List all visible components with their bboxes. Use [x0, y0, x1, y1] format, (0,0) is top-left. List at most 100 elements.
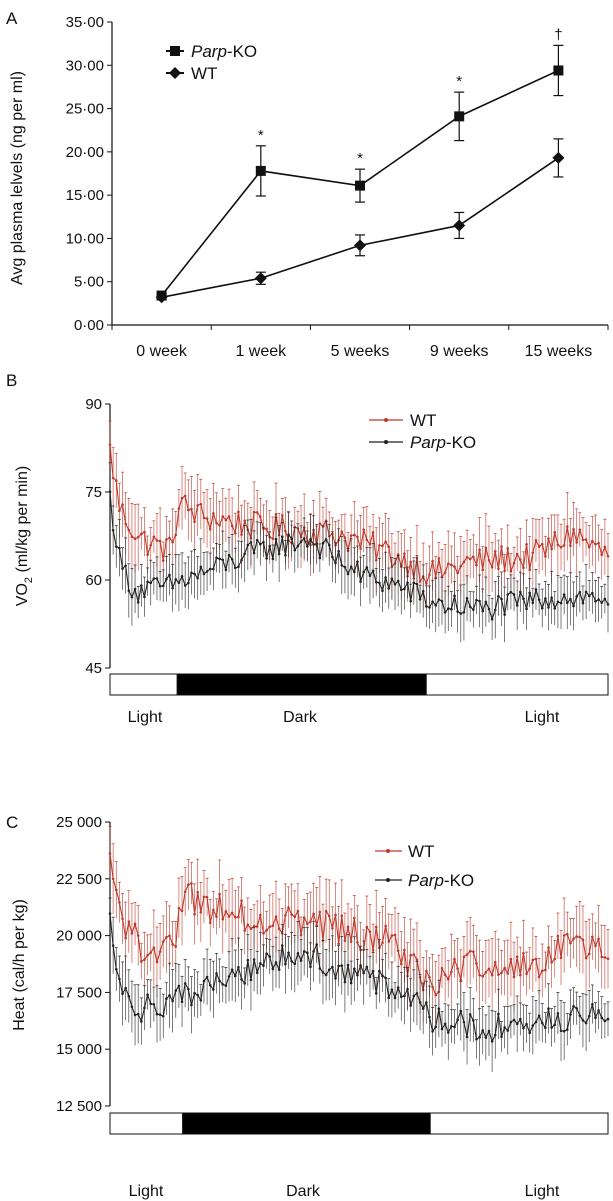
data-point [472, 608, 475, 611]
data-point [365, 965, 369, 969]
panel-a-square-point [553, 65, 564, 76]
phase-segment-light [429, 1112, 609, 1135]
data-point [462, 610, 466, 614]
data-point [309, 538, 312, 541]
panel-a-significance-mark: * [357, 150, 363, 167]
data-point [143, 958, 146, 961]
panel-b-letter: B [6, 371, 17, 390]
data-point [293, 548, 297, 552]
data-point [196, 576, 199, 580]
data-point [437, 598, 441, 601]
data-point [149, 951, 153, 954]
data-point [171, 999, 174, 1003]
data-point [290, 960, 293, 963]
data-point [274, 961, 278, 964]
data-point [274, 537, 278, 541]
data-point [553, 957, 557, 961]
data-point [252, 510, 256, 514]
data-point [493, 550, 497, 553]
data-point [187, 987, 190, 991]
data-point [371, 969, 375, 973]
data-point [346, 963, 350, 967]
data-point [277, 552, 281, 556]
data-point [519, 590, 522, 594]
data-point [346, 572, 350, 576]
data-point [268, 544, 272, 548]
data-point [606, 554, 610, 558]
data-point [302, 916, 306, 919]
data-point [249, 927, 253, 931]
data-point [365, 925, 369, 929]
phase-label-dark: Dark [283, 709, 318, 726]
data-point [487, 558, 491, 562]
data-point [384, 540, 387, 544]
data-point [246, 923, 250, 927]
data-point [581, 1019, 585, 1022]
legend-b-wt-label: WT [410, 411, 436, 430]
data-point [531, 601, 535, 605]
data-point [127, 920, 131, 923]
data-point [581, 538, 585, 542]
data-point [597, 937, 600, 941]
data-point [503, 1026, 506, 1029]
panel-b-y-tick-label: 45 [85, 660, 102, 677]
data-point [431, 600, 434, 603]
data-point [284, 914, 287, 917]
series-line [109, 913, 609, 1043]
data-point [212, 512, 215, 515]
data-point [152, 535, 156, 539]
panel-c-y-axis-label: Heat (cal/h per kg) [11, 899, 28, 1031]
data-point [399, 995, 403, 999]
data-point [237, 915, 240, 919]
data-point [594, 599, 597, 603]
data-point [252, 551, 256, 555]
data-point [381, 974, 384, 978]
data-point [403, 552, 406, 555]
panel-a-diamond-point [155, 291, 168, 304]
data-point [399, 588, 403, 592]
data-point [403, 587, 406, 591]
data-point [428, 606, 431, 609]
data-point [287, 533, 290, 536]
series-line [109, 491, 609, 622]
data-point [158, 539, 162, 543]
data-point [434, 604, 438, 607]
data-point [534, 1020, 538, 1024]
data-point [124, 564, 127, 567]
data-point [246, 958, 250, 962]
data-point [575, 595, 578, 598]
data-point [493, 1033, 497, 1037]
data-point [268, 955, 272, 959]
data-point [293, 962, 297, 966]
data-point [121, 992, 124, 995]
data-point [581, 601, 585, 605]
data-point [431, 559, 434, 563]
data-point [343, 536, 347, 540]
data-point [315, 924, 319, 927]
data-point [578, 590, 582, 594]
data-point [265, 557, 268, 560]
data-point [356, 941, 359, 944]
data-point [233, 916, 237, 919]
data-point [591, 1002, 594, 1006]
data-point [193, 572, 196, 576]
data-point [393, 933, 397, 937]
data-point [522, 566, 525, 570]
data-point [531, 1024, 535, 1027]
panel-b: B 45 60 75 90 Light Dark Light VO2 (ml/kg per… [6, 371, 610, 726]
data-point [221, 917, 225, 921]
data-point [130, 535, 134, 539]
data-point [177, 507, 181, 510]
data-point [406, 987, 409, 991]
data-point [168, 536, 171, 540]
data-point [606, 957, 610, 961]
data-point [174, 945, 178, 948]
data-point [290, 913, 293, 916]
data-point [161, 584, 165, 588]
data-point [271, 557, 275, 561]
data-point [603, 956, 607, 959]
panel-a-diamond-point [354, 239, 366, 252]
data-point [299, 933, 303, 937]
panel-c-y-ticks: 12 500 15 000 17 500 20 000 22 500 25 000 [56, 814, 110, 1115]
data-point [572, 527, 575, 531]
